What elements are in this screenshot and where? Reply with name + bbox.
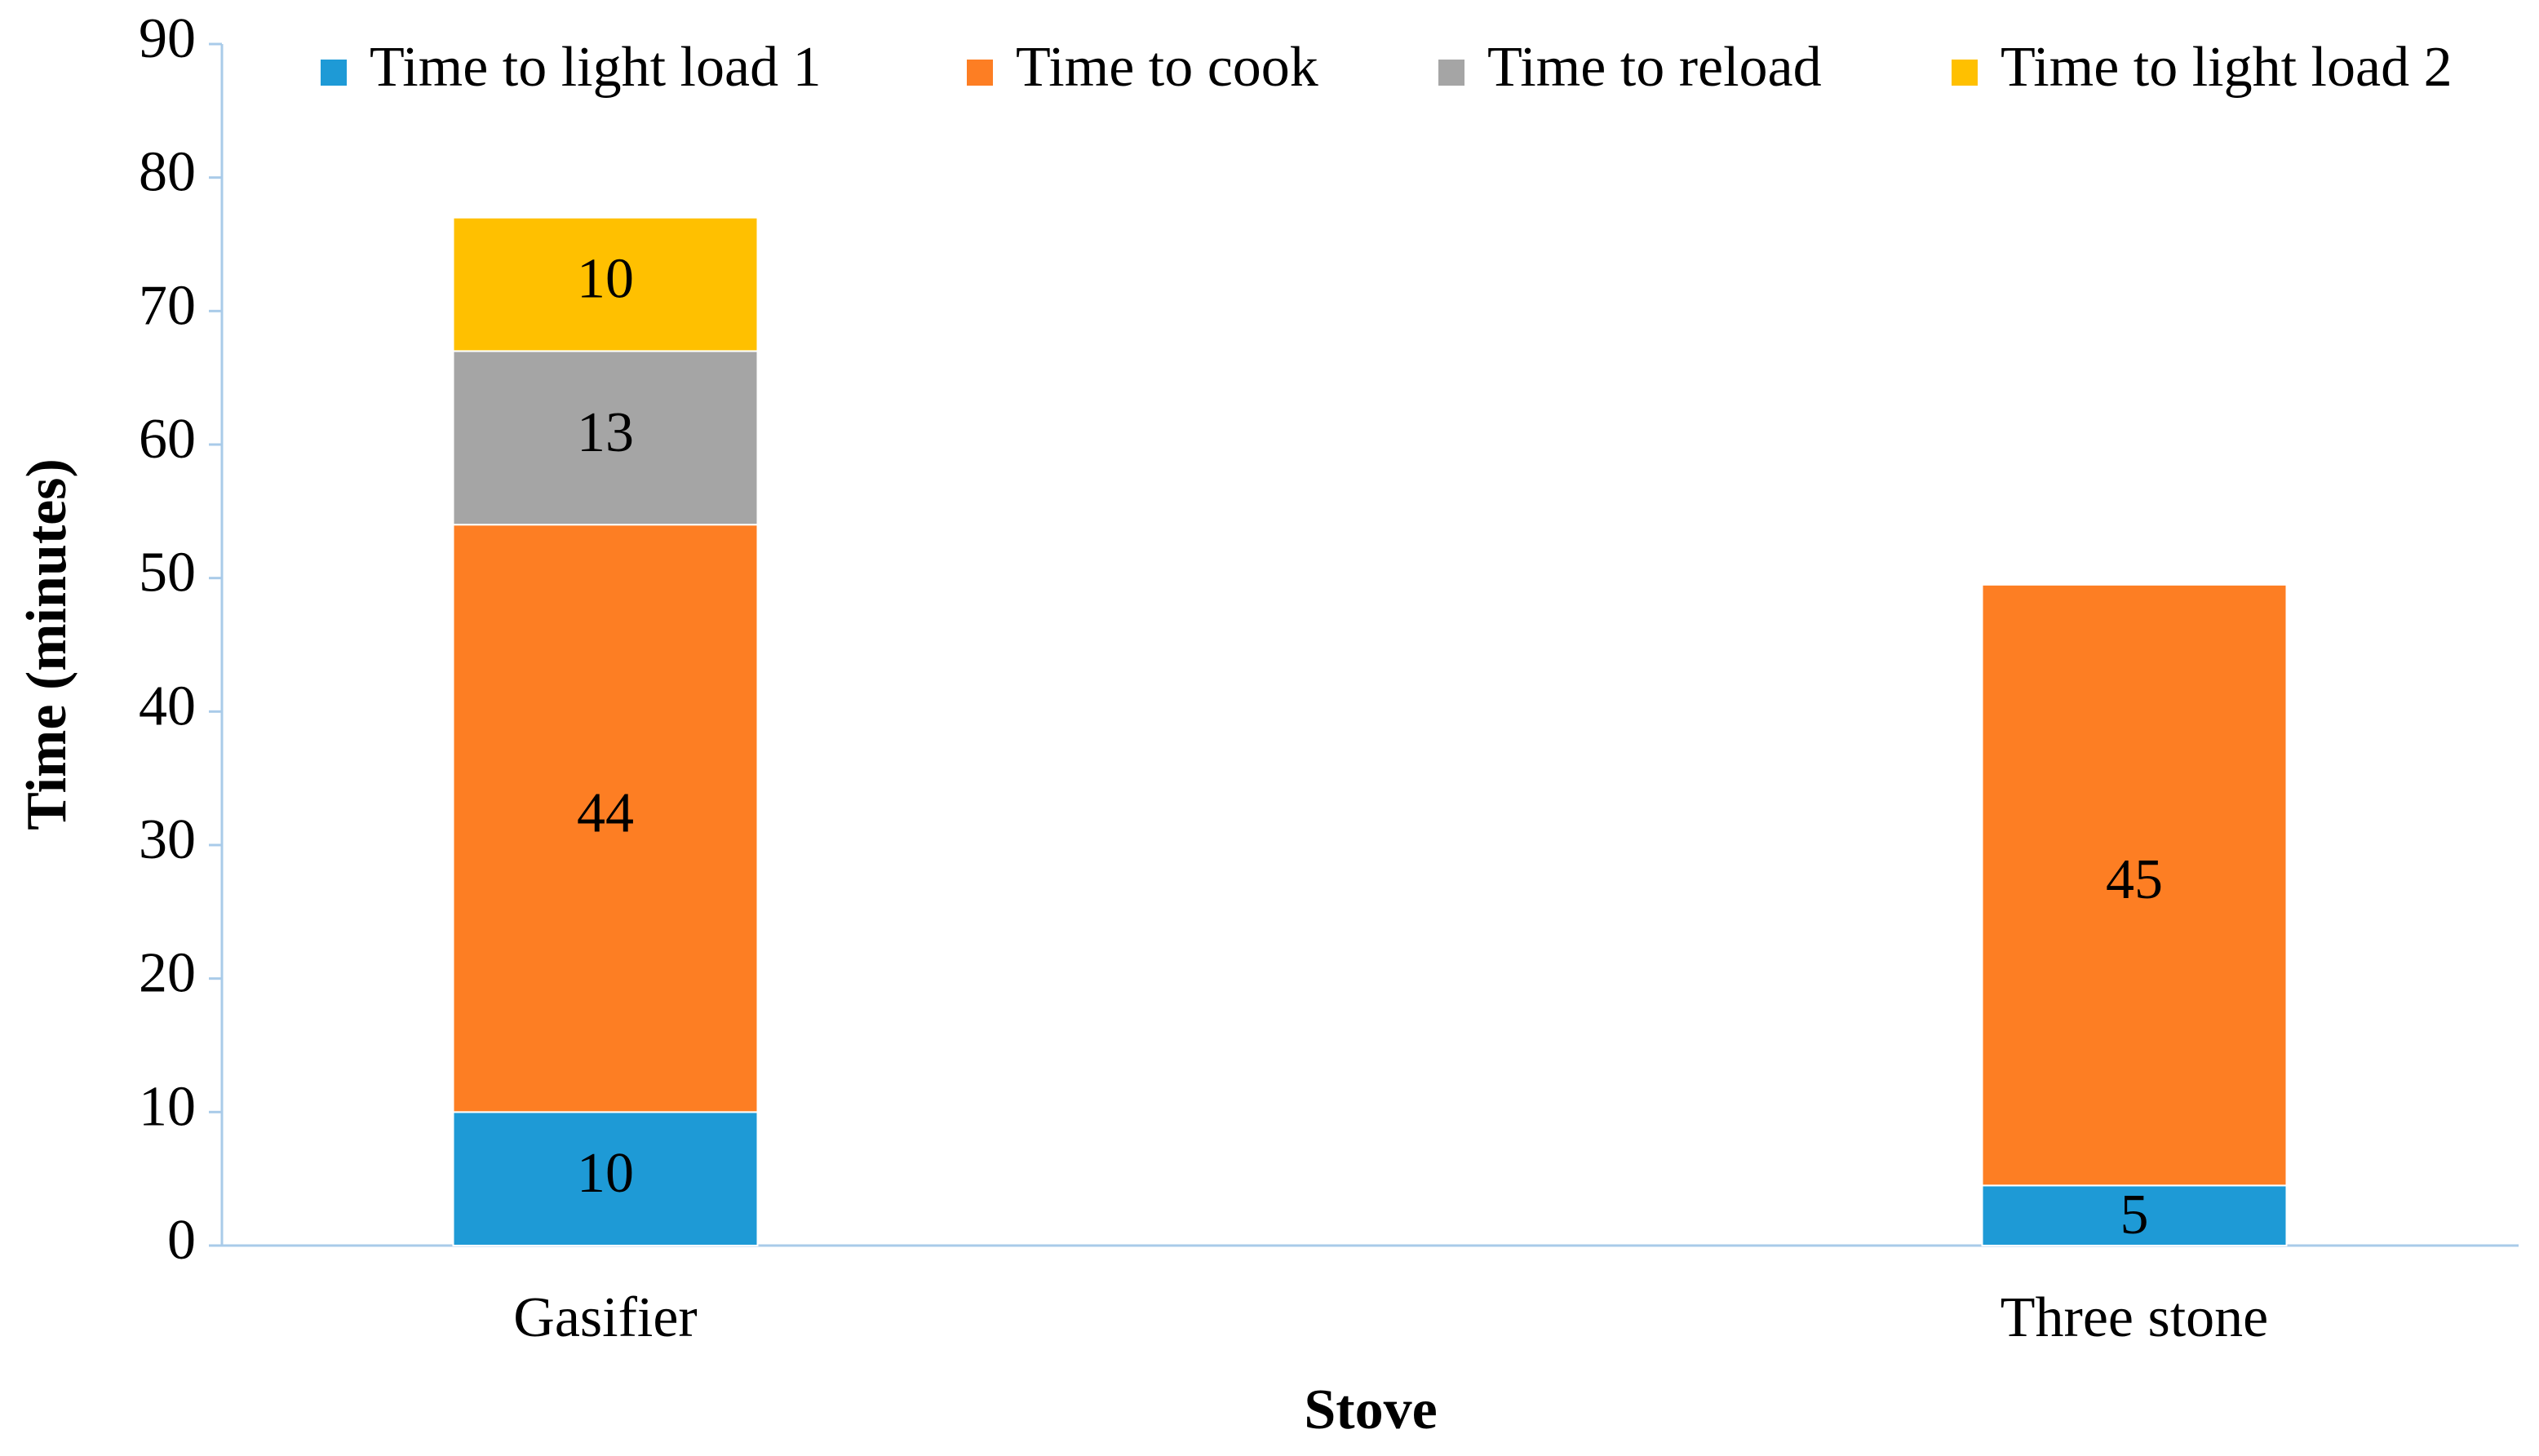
- y-tick-label: 60: [139, 408, 196, 471]
- legend-label: Time to light load 1: [370, 36, 822, 99]
- data-label: 5: [2120, 1184, 2149, 1246]
- data-label: 13: [577, 401, 634, 464]
- legend-swatch: [321, 60, 347, 86]
- y-axis-title: Time (minutes): [16, 458, 78, 830]
- legend-label: Time to light load 2: [2001, 36, 2453, 99]
- legend-swatch: [1952, 60, 1978, 86]
- x-tick-label: Three stone: [2001, 1286, 2268, 1349]
- bar-segment: [452, 1111, 759, 1247]
- y-tick-label: 50: [139, 542, 196, 604]
- y-tick-label: 80: [139, 141, 196, 204]
- y-tick-label: 90: [139, 7, 196, 70]
- data-label: 44: [577, 781, 634, 844]
- x-axis-title: Stove: [1304, 1379, 1437, 1441]
- data-label: 45: [2106, 848, 2163, 911]
- x-tick-label: Gasifier: [513, 1286, 697, 1349]
- data-label: 10: [577, 248, 634, 311]
- y-tick-label: 0: [167, 1209, 196, 1272]
- legend-label: Time to cook: [1016, 36, 1318, 99]
- bar-segment: [452, 216, 759, 352]
- data-label: 10: [577, 1142, 634, 1205]
- bar-segment: [1981, 1184, 2288, 1246]
- y-tick-label: 20: [139, 942, 196, 1005]
- bar-segment: [1981, 583, 2288, 1187]
- legend-label: Time to reload: [1487, 36, 1822, 99]
- y-tick-label: 70: [139, 274, 196, 337]
- y-tick-label: 40: [139, 675, 196, 737]
- legend-swatch: [1438, 60, 1464, 86]
- bar-segment: [452, 524, 759, 1113]
- y-tick-label: 10: [139, 1075, 196, 1138]
- y-tick-label: 30: [139, 808, 196, 871]
- legend-swatch: [967, 60, 993, 86]
